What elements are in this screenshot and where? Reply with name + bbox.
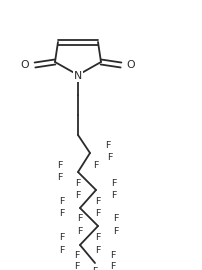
Text: F: F bbox=[59, 247, 64, 255]
Text: F: F bbox=[77, 214, 82, 224]
Text: F: F bbox=[74, 262, 79, 270]
Text: F: F bbox=[111, 178, 116, 187]
Text: F: F bbox=[57, 174, 62, 183]
Text: F: F bbox=[59, 210, 64, 218]
Text: F: F bbox=[105, 140, 110, 150]
Text: F: F bbox=[111, 191, 116, 201]
Text: F: F bbox=[95, 247, 100, 255]
Text: N: N bbox=[74, 71, 82, 81]
Text: F: F bbox=[113, 214, 118, 224]
Text: F: F bbox=[59, 197, 64, 205]
Text: F: F bbox=[95, 210, 100, 218]
Text: F: F bbox=[107, 154, 112, 163]
Text: F: F bbox=[93, 160, 98, 170]
Text: F: F bbox=[77, 228, 82, 237]
Text: F: F bbox=[59, 234, 64, 242]
Text: F: F bbox=[74, 251, 79, 261]
Text: F: F bbox=[95, 197, 100, 205]
Text: F: F bbox=[110, 251, 115, 261]
Text: F: F bbox=[110, 262, 115, 270]
Text: O: O bbox=[21, 60, 29, 70]
Text: F: F bbox=[113, 228, 118, 237]
Text: F: F bbox=[75, 191, 80, 201]
Text: O: O bbox=[126, 60, 135, 70]
Text: F: F bbox=[75, 178, 80, 187]
Text: F: F bbox=[92, 268, 97, 270]
Text: F: F bbox=[57, 160, 62, 170]
Text: F: F bbox=[95, 234, 100, 242]
